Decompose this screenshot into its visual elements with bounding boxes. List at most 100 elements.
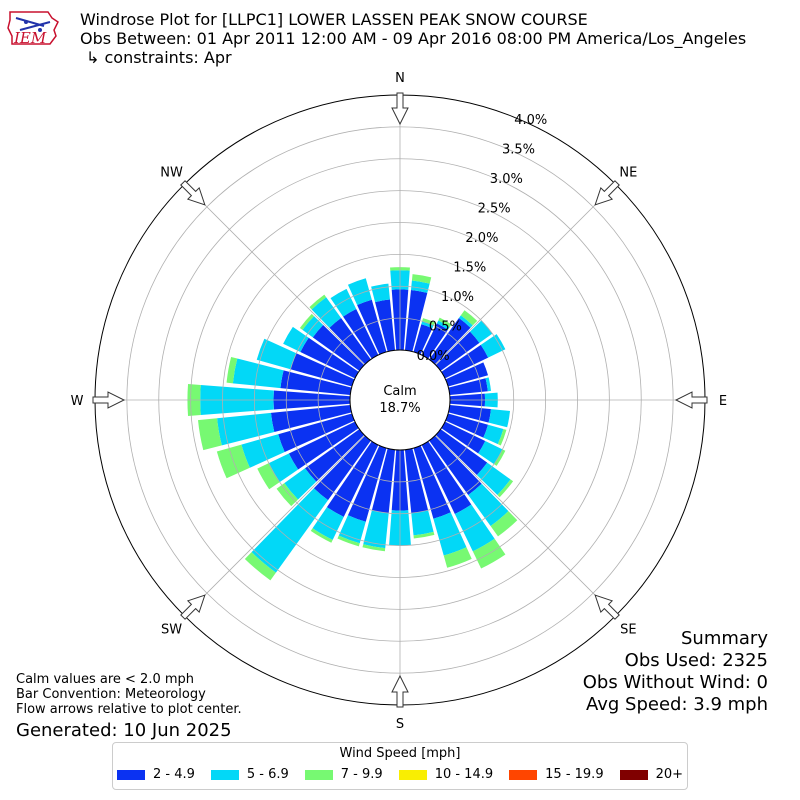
windrose-bar-segment <box>313 435 371 501</box>
legend-swatch <box>619 769 648 780</box>
direction-label: N <box>395 71 405 86</box>
windrose-bar-segment <box>435 331 480 371</box>
direction-label: SE <box>620 622 636 637</box>
legend: Wind Speed [mph] 2 - 4.9 5 - 6.9 7 - 9.9… <box>112 742 688 790</box>
direction-labels: N NE E SE S SW W NW <box>71 71 728 732</box>
windrose-bar-segment <box>448 404 491 423</box>
direction-label: NW <box>160 166 183 181</box>
flow-arrow <box>180 180 206 206</box>
windrose-bar-segment <box>347 445 387 522</box>
windrose-bar-segment <box>347 278 372 306</box>
chart-title: Windrose Plot for [LLPC1] LOWER LASSEN P… <box>80 10 588 29</box>
legend-swatch <box>398 769 427 780</box>
obs-used: Obs Used: 2325 <box>624 650 768 671</box>
grid-spoke <box>435 435 616 616</box>
windrose-bar-segment <box>310 528 333 543</box>
flow-arrow <box>180 594 206 620</box>
windrose-bar-segment <box>448 378 488 396</box>
windrose-bars <box>187 267 518 581</box>
windrose-bar-segment <box>429 317 471 365</box>
flow-arrow <box>92 391 126 409</box>
iem-logo: IEM <box>7 11 59 47</box>
radial-tick-label: 1.5% <box>453 260 486 275</box>
logo-text: IEM <box>13 29 47 47</box>
windrose-bar-segment <box>404 448 429 514</box>
windrose-bar-segment <box>338 515 366 544</box>
windrose-bar-segment <box>371 448 396 514</box>
windrose-bar-segment <box>251 488 329 573</box>
legend-item: 2 - 4.9 <box>116 767 195 782</box>
legend-item: 15 - 19.9 <box>509 767 604 782</box>
windrose-bar-segment <box>445 362 489 387</box>
windrose-bar-segment <box>362 544 386 552</box>
windrose-bar-segment <box>357 299 387 355</box>
windrose-bar-segment <box>480 334 506 358</box>
flow-arrow <box>674 391 708 409</box>
windrose-bar-segment <box>493 449 506 466</box>
flow-arrows <box>92 92 708 708</box>
windrose-bar-segment <box>232 358 284 389</box>
radial-tick-label: 0.0% <box>417 349 450 364</box>
windrose-bar-segment <box>337 535 360 547</box>
polar-grid <box>95 95 705 705</box>
constraints: ↳ constraints: Apr <box>86 48 232 67</box>
grid-spoke <box>184 184 365 365</box>
chart-notes: Calm values are < 2.0 mph Bar Convention… <box>16 672 242 717</box>
legend-title: Wind Speed [mph] <box>339 746 461 761</box>
windrose-bar-segment <box>375 299 396 352</box>
legend-label: 5 - 6.9 <box>246 767 289 782</box>
windrose-bar-segment <box>458 315 473 328</box>
windrose-bar-segment <box>445 413 489 438</box>
windrose-bar-segment <box>443 547 472 568</box>
legend-label: 2 - 4.9 <box>152 767 195 782</box>
legend-item: 7 - 9.9 <box>304 767 383 782</box>
avg-speed: Avg Speed: 3.9 mph <box>586 694 768 715</box>
legend-swatch <box>116 769 145 780</box>
windrose-bar-segment <box>436 320 450 330</box>
radial-tick-labels: 0.0% 0.5% 1.0% 1.5% 2.0% 2.5% 3.0% 3.5% 4.0% <box>417 113 548 364</box>
legend-swatch <box>509 769 538 780</box>
windrose-bar-segment <box>198 418 222 451</box>
generated-date: Generated: 10 Jun 2025 <box>16 720 232 741</box>
direction-label: S <box>396 717 404 732</box>
legend-swatch <box>210 769 239 780</box>
windrose-bar-segment <box>312 507 344 540</box>
windrose-bar-segment <box>488 409 511 428</box>
legend-items: 2 - 4.9 5 - 6.9 7 - 9.9 10 - 14.9 15 - 1… <box>113 767 687 782</box>
grid-spoke <box>435 184 616 365</box>
summary-title: Summary <box>681 628 768 649</box>
obs-without-wind: Obs Without Wind: 0 <box>582 672 768 693</box>
windrose-bar-segment <box>284 468 317 500</box>
flow-arrow <box>391 674 409 708</box>
windrose-bar-segment <box>476 462 511 496</box>
windrose-bar-segment <box>485 377 491 392</box>
legend-item: 5 - 6.9 <box>210 767 289 782</box>
flow-arrow <box>391 92 409 126</box>
direction-label: E <box>719 394 727 409</box>
windrose-bar-segment <box>371 283 390 303</box>
windrose-bar-segment <box>422 318 436 326</box>
windrose-bar-segment <box>490 511 518 537</box>
windrose-bar-segment <box>299 313 315 330</box>
chart-header: Windrose Plot for [LLPC1] LOWER LASSEN P… <box>80 10 746 67</box>
windrose-bar-segment <box>312 325 365 371</box>
windrose-bar-segment <box>410 280 430 293</box>
windrose-bar-segment <box>280 370 352 396</box>
windrose-bar-segment <box>404 289 428 352</box>
windrose-bar-segment <box>326 441 379 517</box>
flow-arrow <box>594 594 620 620</box>
windrose-bar-segment <box>483 424 504 445</box>
windrose-bar-segment <box>421 321 434 329</box>
windrose-bar-segment <box>217 412 275 446</box>
convention-note: Bar Convention: Meteorology <box>16 687 206 702</box>
windrose-bar-segment <box>441 421 486 454</box>
windrose-bar-segment <box>290 353 355 387</box>
windrose-bar-segment <box>429 435 482 495</box>
windrose-bar-segment <box>257 463 280 490</box>
radial-tick-label: 1.0% <box>441 290 474 305</box>
flow-arrow <box>594 180 620 206</box>
legend-swatch <box>304 769 333 780</box>
windrose-bar-segment <box>283 326 309 353</box>
radial-tick-label: 4.0% <box>514 113 547 128</box>
